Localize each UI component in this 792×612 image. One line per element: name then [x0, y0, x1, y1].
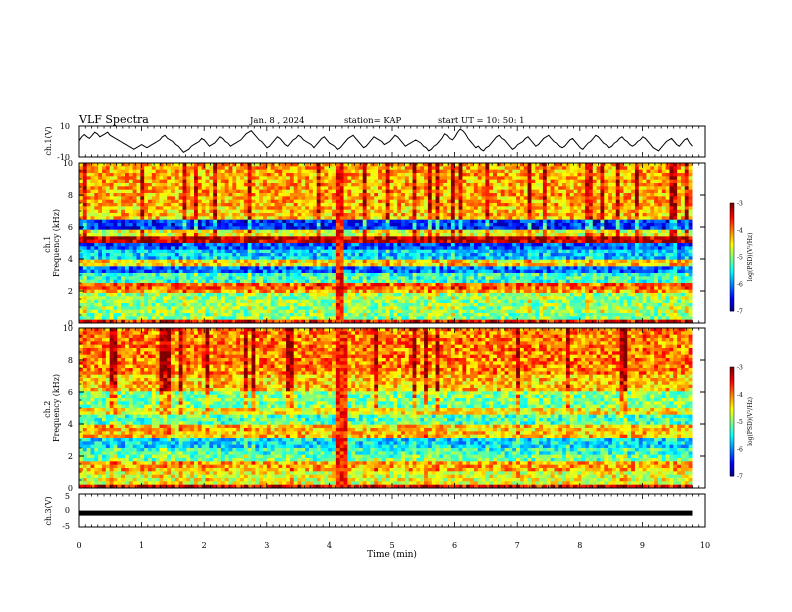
- ch1-ytick-bottom: -10: [57, 153, 70, 162]
- ch2-spectrogram-ylabel: ch.2 Frequency (kHz): [43, 374, 61, 442]
- ch2-ylabel-line2: Frequency (kHz): [52, 374, 61, 442]
- ch1-ytick-top: 10: [60, 122, 70, 131]
- ch1-spectrogram-ylabel: ch.1 Frequency (kHz): [43, 209, 61, 277]
- ch1-ylabel-line2: Frequency (kHz): [52, 209, 61, 277]
- ch2-ylabel-line1: ch.2: [43, 401, 52, 418]
- ch3-panel: 5 0 -5 ch.3(V): [44, 492, 706, 531]
- ch3-ytick-mid: 0: [65, 506, 70, 515]
- ch3-ytick-top: 5: [65, 492, 70, 501]
- ch2-spectrogram-image: [79, 328, 705, 489]
- start-time-label: start UT = 10: 50: 1: [438, 116, 525, 126]
- ch1-series-line: [78, 128, 693, 153]
- figure-title: VLF Spectra: [78, 113, 149, 126]
- station-label: station= KAP: [344, 116, 402, 126]
- ch3-series-bar: [79, 510, 693, 516]
- ch3-ylabel: ch.3(V): [44, 496, 53, 525]
- date-label: Jan. 8 , 2024: [249, 116, 305, 126]
- time-axis-label: Time (min): [367, 549, 417, 560]
- ch1-ylabel-line1: ch.1: [43, 236, 52, 253]
- time-axis: 0 1 2 3 4 5 6 7 8 9 10: [76, 126, 710, 550]
- ch1-waveform-panel: 10 -10 ch.1(V): [44, 122, 706, 162]
- ch1-ylabel: ch.1(V): [44, 126, 53, 155]
- ch1-spectrogram-image: [79, 163, 705, 324]
- ch3-ytick-bottom: -5: [62, 522, 70, 531]
